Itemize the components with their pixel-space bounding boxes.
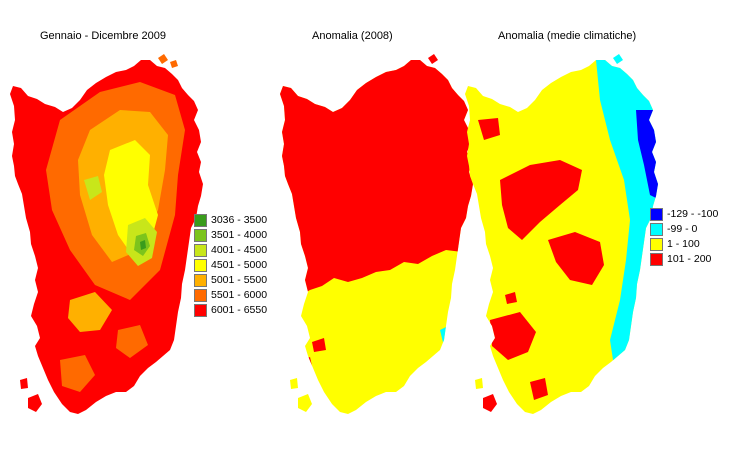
map-title-anomaly-2008: Anomalia (2008) (312, 30, 393, 42)
map-title-anomaly-climate: Anomalia (medie climatiche) (498, 30, 637, 42)
legend-swatch (650, 238, 663, 251)
legend-label: 3036 - 3500 (211, 214, 268, 226)
legend-label: 5501 - 6000 (211, 289, 268, 301)
legend-swatch (650, 208, 663, 221)
legend-swatch (194, 289, 207, 302)
legend-swatch (194, 214, 207, 227)
map-title-2009: Gennaio - Dicembre 2009 (40, 30, 166, 42)
map-sardinia-anomaly-2008 (280, 54, 473, 414)
legend-label: 5001 - 5500 (211, 274, 268, 286)
map-sardinia-anomaly-climate (465, 54, 658, 414)
legend-label: -129 - -100 (667, 208, 719, 220)
legend-swatch (194, 229, 207, 242)
legend-swatch (194, 259, 207, 272)
legend-label: 4501 - 5000 (211, 259, 268, 271)
legend-label: -99 - 0 (667, 223, 698, 235)
map-sardinia-2009 (10, 54, 203, 414)
legend-swatch (650, 253, 663, 266)
legend-swatch (194, 244, 207, 257)
legend-swatch (650, 223, 663, 236)
legend-label: 3501 - 4000 (211, 229, 268, 241)
legend-label: 4001 - 4500 (211, 244, 268, 256)
legend-label: 101 - 200 (667, 253, 712, 265)
legend-swatch (194, 304, 207, 317)
legend-swatch (194, 274, 207, 287)
legend-label: 6001 - 6550 (211, 304, 268, 316)
legend-label: 1 - 100 (667, 238, 700, 250)
